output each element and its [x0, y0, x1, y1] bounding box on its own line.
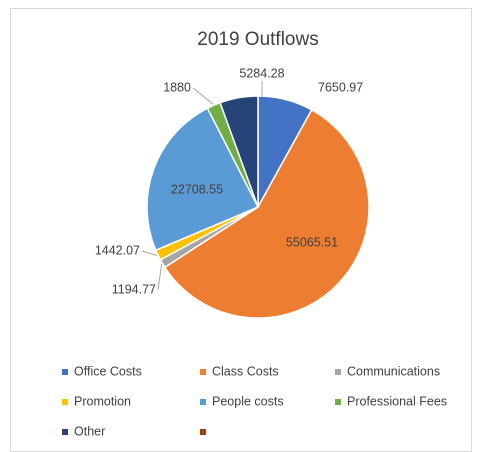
legend-marker [200, 369, 206, 375]
legend-label: Promotion [74, 394, 131, 408]
pie-slice [163, 108, 370, 319]
legend-label: Professional Fees [347, 394, 447, 408]
legend-marker [335, 399, 341, 405]
data-label: 1194.77 [112, 282, 156, 296]
legend-marker [62, 369, 68, 375]
data-label: 22708.55 [171, 182, 223, 196]
pie-slice [146, 107, 260, 252]
legend-label: Office Costs [74, 364, 142, 378]
legend-marker [62, 429, 68, 435]
legend-marker [335, 369, 341, 375]
legend-marker [62, 399, 68, 405]
legend-marker [200, 429, 206, 435]
chart-title: 2019 Outflows [197, 29, 318, 50]
legend-label: Class Costs [212, 364, 279, 378]
data-label: 1442.07 [95, 243, 140, 257]
legend-label: Communications [347, 364, 440, 378]
data-label: 7650.97 [318, 80, 363, 94]
data-label: 5284.28 [239, 66, 284, 80]
data-label: 1880 [163, 80, 191, 94]
leader-line [141, 250, 158, 256]
legend-marker [200, 399, 206, 405]
leader-line [157, 264, 163, 291]
legend-label: People costs [212, 394, 284, 408]
pie-slice [219, 95, 259, 208]
leader-line [192, 87, 214, 105]
legend-label: Other [74, 424, 105, 438]
data-label: 55065.51 [286, 235, 338, 249]
